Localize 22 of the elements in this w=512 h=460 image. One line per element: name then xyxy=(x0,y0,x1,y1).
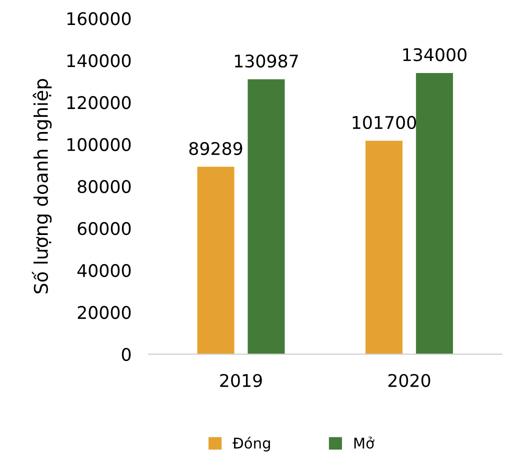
y-tick-label: 120000 xyxy=(67,96,131,110)
data-label: 130987 xyxy=(235,54,298,68)
bar xyxy=(197,166,234,354)
data-label: 134000 xyxy=(403,48,466,62)
y-tick-label: 40000 xyxy=(77,264,131,278)
y-axis-title: Số lượng doanh nghiệp xyxy=(32,79,52,294)
x-tick-label: 2020 xyxy=(388,374,430,388)
y-tick-label: 100000 xyxy=(67,138,131,152)
y-tick-label: 80000 xyxy=(78,180,131,194)
y-tick-label: 140000 xyxy=(67,54,131,68)
bar xyxy=(416,72,453,354)
data-label: 89289 xyxy=(189,142,242,156)
data-label: 101700 xyxy=(352,116,416,130)
bar xyxy=(365,140,403,354)
y-tick-label: 60000 xyxy=(78,222,131,236)
legend-label: Đóng xyxy=(232,436,270,452)
x-tick-label: 2019 xyxy=(220,374,262,388)
y-tick-label: 160000 xyxy=(67,12,131,26)
legend-label: Mở xyxy=(354,436,374,449)
y-tick-label: 20000 xyxy=(78,306,131,320)
y-tick-label: 0 xyxy=(122,348,131,362)
bar xyxy=(248,79,285,354)
